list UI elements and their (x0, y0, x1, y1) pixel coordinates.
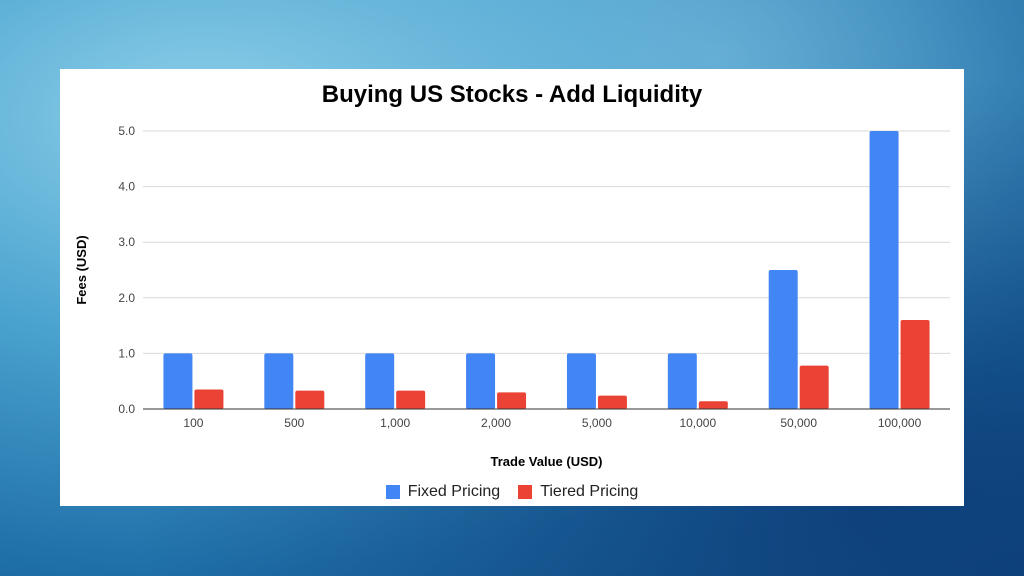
legend-swatch-fixed (385, 485, 400, 499)
x-tick-label: 100 (183, 416, 203, 430)
y-tick-label: 1.0 (118, 346, 135, 360)
bar-fixed (264, 353, 294, 409)
legend-label-tiered: Tiered Pricing (540, 483, 639, 500)
bar-fixed (869, 131, 899, 409)
bar-tiered (597, 395, 627, 409)
bar-tiered (396, 390, 426, 409)
chart-card: Buying US Stocks - Add Liquidity 0.0 1.0 2… (60, 69, 964, 506)
y-tick-label: 3.0 (118, 235, 135, 249)
bar-tiered (194, 389, 224, 409)
bar-tiered (497, 392, 527, 409)
bar-fixed (768, 270, 798, 409)
legend: Fixed Pricing Tiered Pricing (60, 483, 964, 501)
x-tick-label: 2,000 (481, 416, 511, 430)
legend-item-fixed[interactable]: Fixed Pricing (385, 483, 501, 501)
x-tick-label: 10,000 (679, 416, 716, 430)
x-tick-label: 500 (284, 416, 304, 430)
x-tick-label: 5,000 (582, 416, 612, 430)
legend-label-fixed: Fixed Pricing (407, 483, 501, 500)
x-tick-label: 100,000 (878, 416, 922, 430)
x-tick-label: 1,000 (380, 416, 410, 430)
y-tick-label: 0.0 (118, 402, 135, 416)
x-axis-title: Trade Value (USD) (491, 454, 603, 469)
bar-fixed (163, 353, 193, 409)
chart-svg: 0.0 1.0 2.0 3.0 4.0 5.0 100 500 1,000 2,000 5,000 1… (74, 124, 950, 469)
legend-swatch-tiered (518, 485, 533, 499)
bar-fixed (667, 353, 697, 409)
bar-tiered (698, 401, 728, 409)
bar-fixed (466, 353, 496, 409)
y-tick-label: 4.0 (118, 180, 135, 194)
bar-fixed (566, 353, 596, 409)
y-tick-label: 2.0 (118, 291, 135, 305)
bar-tiered (295, 390, 325, 409)
bar-tiered (900, 320, 930, 409)
legend-item-tiered[interactable]: Tiered Pricing (518, 483, 638, 501)
x-tick-label: 50,000 (780, 416, 817, 430)
y-tick-label: 5.0 (118, 124, 135, 138)
y-axis-title: Fees (USD) (74, 235, 89, 304)
chart-title: Buying US Stocks - Add Liquidity (321, 81, 703, 108)
bar-fixed (365, 353, 395, 409)
bar-tiered (799, 365, 829, 409)
